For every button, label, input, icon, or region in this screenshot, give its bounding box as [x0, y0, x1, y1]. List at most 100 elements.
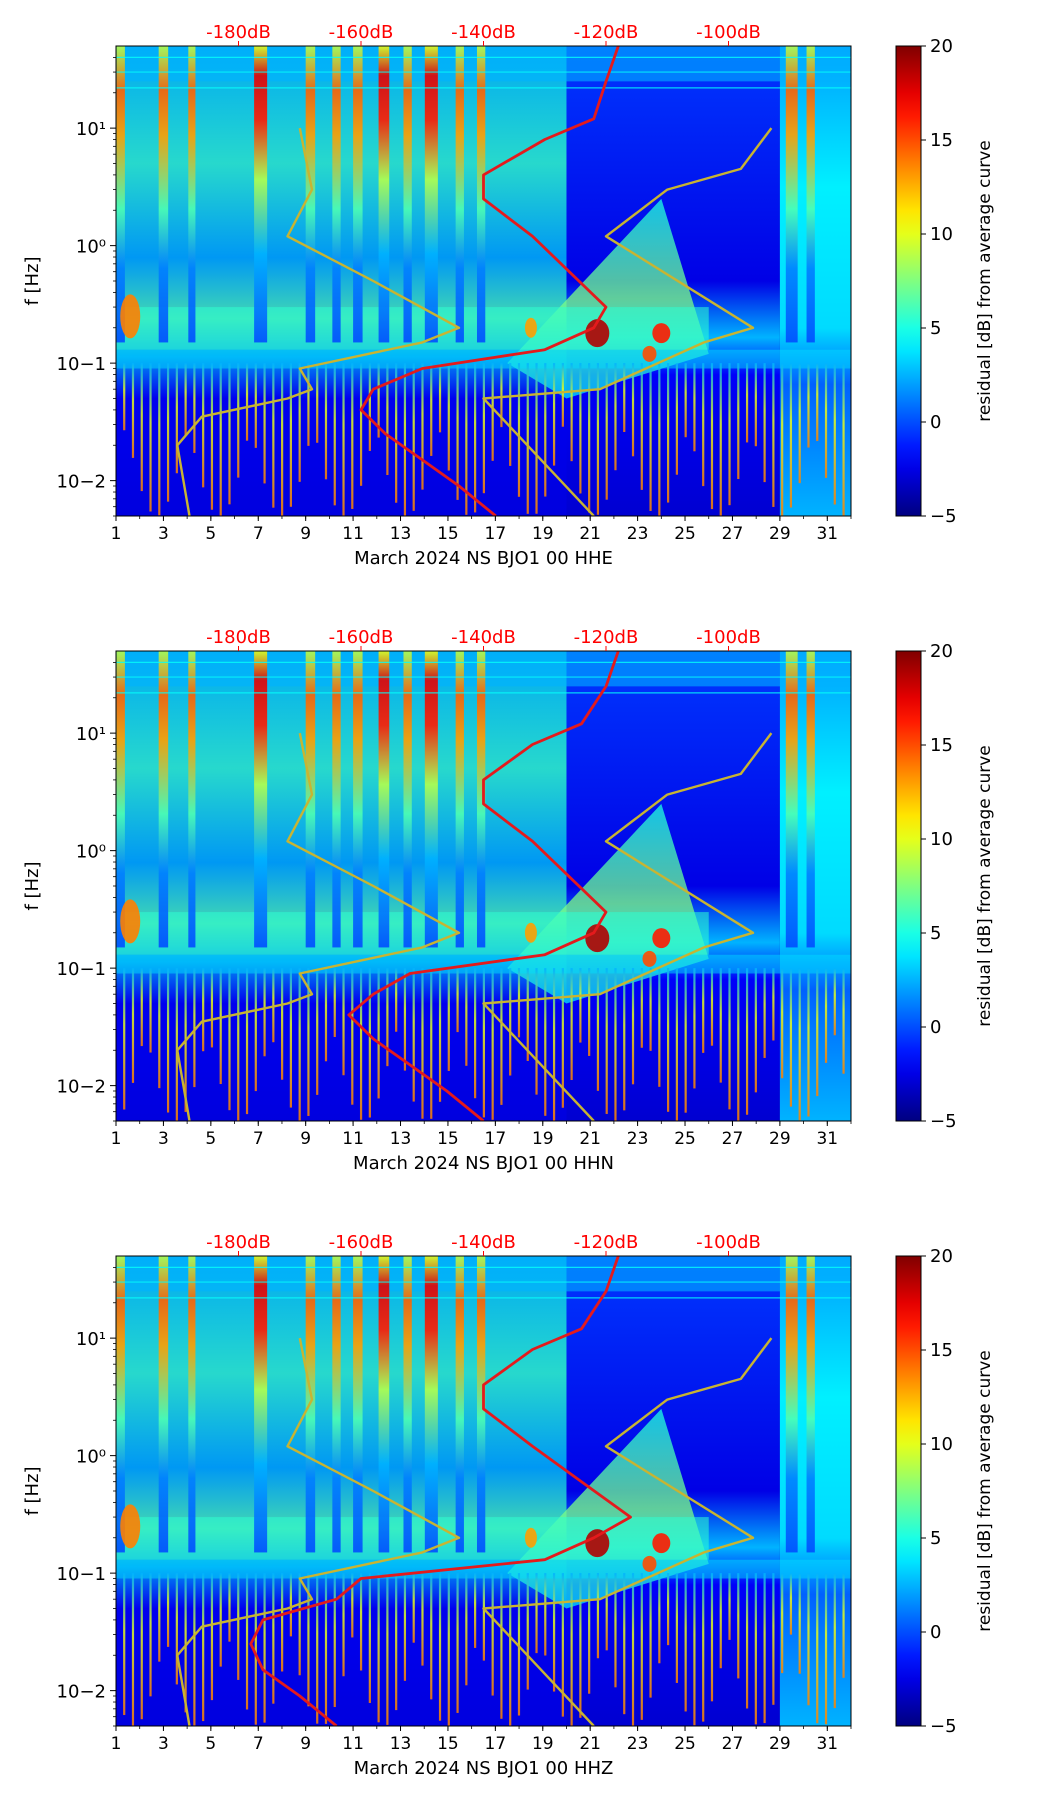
heatmap-hotspot [652, 323, 671, 344]
heatmap-transient [807, 363, 810, 448]
x-tick-label: 21 [579, 524, 601, 544]
heatmap-transient [614, 1573, 617, 1688]
heatmap-stripe [116, 46, 125, 343]
heatmap-transient [702, 363, 705, 487]
colorbar-tick-label: 10 [930, 829, 953, 850]
heatmap-stripe [353, 46, 363, 343]
heatmap-stripe [476, 651, 486, 948]
heatmap-transient [438, 1573, 442, 1721]
heatmap-stripe [403, 1256, 412, 1553]
heatmap-transient [509, 363, 512, 466]
heatmap-transient [202, 1573, 205, 1722]
heatmap-hotspot [120, 294, 141, 339]
heatmap-transient [412, 968, 415, 1102]
heatmap-transient [228, 1573, 231, 1642]
x-tick-label: 7 [253, 1734, 264, 1754]
heatmap-transient [824, 363, 828, 478]
heatmap-transient [289, 1573, 292, 1637]
heatmap-transient [193, 968, 196, 1088]
heatmap-transient [307, 968, 310, 1116]
heatmap-transient [254, 1573, 257, 1725]
noise-model-curve [176, 1337, 461, 1726]
colorbar-label: residual [dB] from average curve [975, 140, 995, 421]
x-tick-label: 11 [342, 1734, 364, 1754]
heatmap-transient [693, 363, 696, 452]
x-tick-label: 19 [532, 524, 554, 544]
heatmap-transient [412, 363, 415, 511]
colorbar-tick-label: 10 [930, 1434, 953, 1455]
heatmap-transient [649, 363, 652, 511]
heatmap-transient [447, 1573, 450, 1726]
heatmap-transient [131, 968, 135, 1083]
heatmap-transient [342, 363, 345, 516]
heatmap-stripe [785, 651, 798, 948]
heatmap-transient [745, 363, 749, 443]
heatmap-hotspot [642, 345, 657, 362]
y-tick-label: 10⁰ [76, 237, 106, 258]
heatmap-band-02hz [116, 1517, 709, 1560]
heatmap-transient [588, 968, 591, 1056]
heatmap-transient [561, 363, 564, 427]
heatmap-hotspot [642, 1555, 657, 1572]
heatmap-transient [745, 1573, 749, 1709]
heatmap-transient [517, 968, 521, 1038]
heatmap-transient [342, 1573, 345, 1677]
heatmap-transient [570, 968, 573, 1081]
x-tick-label: 19 [532, 1734, 554, 1754]
median-psd-curve [359, 46, 620, 516]
x-tick-label: 1 [111, 524, 122, 544]
heatmap-transient [552, 363, 556, 466]
heatmap-stripe [332, 46, 341, 343]
heatmap-transient [149, 363, 152, 512]
heatmap-transient [324, 363, 328, 480]
heatmap-transient [438, 363, 442, 433]
heatmap-transient [210, 363, 214, 510]
top-tick-label: -140dB [451, 22, 516, 43]
heatmap-stripe [188, 1256, 196, 1553]
heatmap-transient [395, 968, 398, 1032]
heatmap-stripe [806, 1256, 815, 1553]
heatmap-stripe [476, 1256, 486, 1553]
heatmap-transient [158, 363, 161, 516]
x-tick-label: 13 [390, 1129, 412, 1149]
heatmap-transient [412, 1573, 415, 1643]
heatmap-stripe [785, 1256, 798, 1553]
heatmap-transient [149, 968, 152, 1053]
heatmap-transient [579, 1573, 582, 1718]
heatmap-transient [359, 363, 363, 486]
noise-model-curve [176, 732, 461, 1121]
heatmap-transient [386, 1573, 389, 1725]
colorbar-gradient [895, 650, 922, 1122]
heatmap-transient [395, 363, 398, 503]
heatmap-transient [281, 1573, 284, 1672]
heatmap-transient [710, 1573, 714, 1702]
heatmap-transient [535, 968, 538, 1095]
heatmap-transient [474, 1573, 477, 1648]
heatmap-transient [237, 363, 240, 478]
heatmap-transient [149, 1573, 152, 1697]
heatmap-transient [219, 363, 222, 516]
heatmap-transient [710, 363, 714, 510]
heatmap-area [116, 46, 851, 516]
heatmap-transient [833, 968, 836, 1036]
heatmap-hotspot [524, 1527, 537, 1548]
top-tick-label: -100dB [696, 627, 761, 648]
heatmap-transient [710, 968, 714, 1046]
heatmap-transient [254, 968, 257, 1092]
heatmap-transient [754, 968, 757, 1093]
heatmap-transient [763, 1573, 766, 1724]
colorbar-gradient [895, 1255, 922, 1727]
x-tick-label: 23 [627, 1129, 649, 1149]
heatmap-stripe [254, 1256, 268, 1553]
heatmap-transient [316, 363, 319, 443]
heatmap-hotspot [652, 1533, 671, 1554]
noise-model-curve [482, 732, 773, 1121]
heatmap-transient [798, 1573, 801, 1674]
colorbar-tick-label: 20 [930, 36, 953, 57]
heatmap-stripe [455, 46, 464, 343]
heatmap-transient [131, 363, 135, 458]
heatmap-transient [500, 1573, 503, 1719]
heatmap-hotspot [642, 950, 657, 967]
